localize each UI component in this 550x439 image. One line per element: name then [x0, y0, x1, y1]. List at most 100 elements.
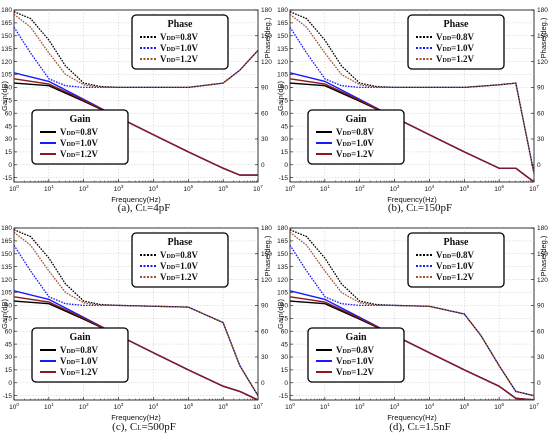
- gain-legend-box: [31, 327, 129, 383]
- y-tick-label: 45: [5, 341, 13, 348]
- x-tick-label: 104: [149, 402, 159, 411]
- y-tick-label: 105: [1, 72, 12, 79]
- y-tick-label: 150: [277, 33, 288, 40]
- phase-legend-label: VDD=1.2V: [160, 272, 199, 282]
- y-tick-label: 60: [5, 328, 13, 335]
- gain-legend-label: VDD=1.2V: [336, 367, 375, 377]
- y-tick-label: -15: [3, 393, 13, 400]
- phase-line-1.0V: [290, 26, 534, 174]
- y-tick-label: 45: [281, 341, 289, 348]
- y2-tick-label: 60: [261, 110, 269, 117]
- y2-tick-label: 30: [261, 354, 269, 361]
- phase-line-1.2V: [290, 13, 534, 174]
- x-axis-label: Frequency(Hz): [111, 413, 161, 422]
- y-tick-label: 90: [5, 303, 13, 310]
- phase-legend-label: VDD=0.8V: [160, 32, 199, 42]
- gain-legend-box: [31, 109, 129, 165]
- phase-legend-title: Phase: [444, 237, 470, 248]
- y-tick-label: 90: [281, 303, 289, 310]
- phase-legend-label: VDD=1.2V: [436, 272, 475, 282]
- y-tick-label: -15: [279, 175, 289, 182]
- phase-line-1.2V: [290, 231, 534, 397]
- x-axis-label: Frequency(Hz): [111, 195, 161, 204]
- x-tick-label: 100: [285, 402, 295, 411]
- y2-tick-label: 90: [537, 85, 545, 92]
- y-tick-label: 90: [5, 85, 13, 92]
- phase-legend-label: VDD=1.0V: [436, 43, 475, 53]
- x-tick-label: 107: [529, 402, 539, 411]
- y2-tick-label: 180: [537, 7, 548, 14]
- phase-legend-label: VDD=0.8V: [436, 32, 475, 42]
- gain-legend-label: VDD=0.8V: [60, 345, 99, 355]
- y-axis-label: Gain(dB): [0, 298, 9, 329]
- phase-legend-label: VDD=1.0V: [436, 261, 475, 271]
- panel-caption: (d), CL=1.5nF: [389, 421, 451, 433]
- gain-legend-label: VDD=0.8V: [336, 345, 375, 355]
- y2-tick-label: 120: [537, 59, 548, 66]
- y2-tick-label: 90: [537, 303, 545, 310]
- x-tick-label: 102: [79, 402, 89, 411]
- y2-tick-label: 30: [537, 136, 545, 143]
- y-tick-label: 60: [281, 328, 289, 335]
- plot-frame: [289, 227, 535, 401]
- y-tick-label: 75: [5, 98, 13, 105]
- y2-axis-label: Phase(deg.): [539, 235, 548, 276]
- y-tick-label: 15: [281, 367, 289, 374]
- x-tick-label: 105: [183, 402, 193, 411]
- plot-frame: [13, 9, 259, 183]
- y-tick-label: 30: [5, 136, 13, 143]
- y-axis-label: Gain(dB): [276, 298, 285, 329]
- x-tick-label: 106: [218, 402, 228, 411]
- phase-line-1.2V: [14, 231, 258, 397]
- y-tick-label: 120: [277, 59, 288, 66]
- x-tick-label: 104: [425, 184, 435, 193]
- x-tick-label: 104: [149, 184, 159, 193]
- y-tick-label: 0: [8, 380, 12, 387]
- y-tick-label: 165: [1, 20, 12, 27]
- gain-legend-label: VDD=1.0V: [60, 356, 99, 366]
- y-tick-label: 90: [281, 85, 289, 92]
- y-tick-label: 180: [277, 7, 288, 14]
- y-tick-label: 60: [5, 110, 13, 117]
- y-tick-label: 45: [281, 123, 289, 130]
- y2-tick-label: 120: [261, 59, 272, 66]
- y-tick-label: 75: [281, 98, 289, 105]
- y2-tick-label: 180: [261, 225, 272, 232]
- phase-line-1.0V: [14, 26, 258, 89]
- y2-tick-label: 90: [261, 303, 269, 310]
- x-tick-label: 101: [44, 184, 54, 193]
- phase-legend-box: [407, 232, 505, 288]
- x-tick-label: 101: [320, 184, 330, 193]
- chart-panel-1: 100 101 102 103 104 105 106 107 -15 0 15 30 45 60 75 90…: [0, 7, 272, 214]
- y-tick-label: 15: [5, 149, 13, 156]
- gain-legend-box: [307, 109, 405, 165]
- x-axis-label: Frequency(Hz): [387, 195, 437, 204]
- x-tick-label: 103: [390, 402, 400, 411]
- gain-legend-label: VDD=1.0V: [336, 356, 375, 366]
- y2-tick-label: 30: [261, 136, 269, 143]
- y2-tick-label: 120: [261, 277, 272, 284]
- phase-legend-label: VDD=0.8V: [160, 250, 199, 260]
- y2-tick-label: 0: [537, 380, 541, 387]
- x-tick-label: 106: [218, 184, 228, 193]
- gain-legend-title: Gain: [69, 332, 91, 343]
- y-tick-label: 180: [1, 225, 12, 232]
- plot-frame: [289, 9, 535, 183]
- panel-caption: (b), CL=150pF: [388, 202, 452, 214]
- phase-legend-title: Phase: [168, 19, 194, 30]
- phase-legend-label: VDD=1.0V: [160, 43, 199, 53]
- y2-tick-label: 150: [537, 33, 548, 40]
- y2-tick-label: 180: [261, 7, 272, 14]
- phase-line-0.8V: [14, 11, 258, 89]
- y-tick-label: 30: [281, 136, 289, 143]
- x-tick-label: 102: [355, 184, 365, 193]
- x-tick-label: 107: [253, 402, 263, 411]
- y-tick-label: 15: [281, 149, 289, 156]
- gain-legend-title: Gain: [69, 114, 91, 125]
- y2-axis-label: Phase(deg.): [539, 17, 548, 58]
- x-tick-label: 100: [285, 184, 295, 193]
- y-tick-label: 105: [1, 290, 12, 297]
- panel-caption: (c), CL=500pF: [112, 421, 176, 433]
- phase-legend-box: [131, 14, 229, 70]
